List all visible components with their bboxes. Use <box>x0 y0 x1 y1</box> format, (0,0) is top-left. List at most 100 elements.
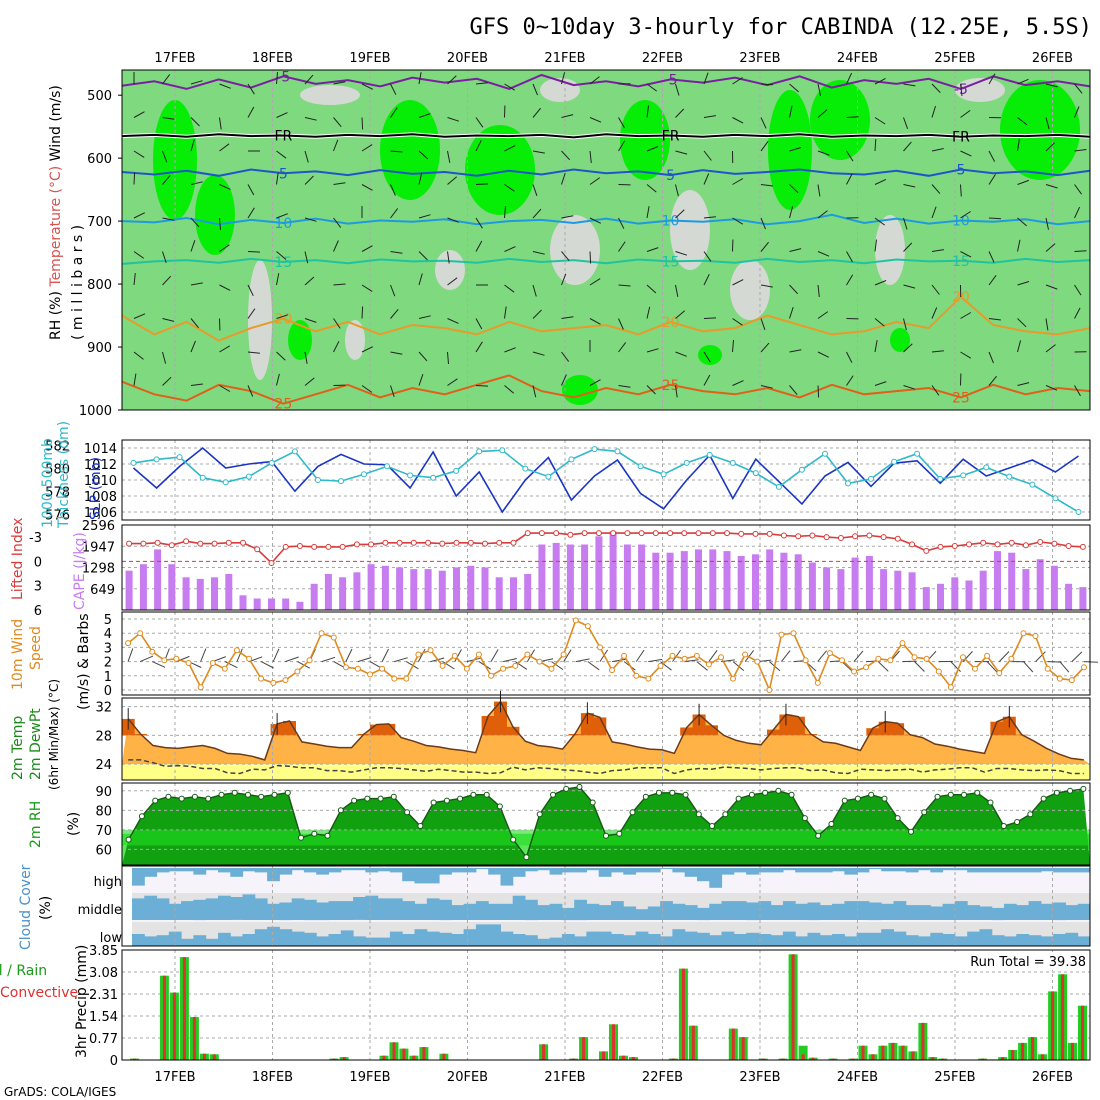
thickness-tick-label: 578 <box>45 485 70 500</box>
wind-barb <box>276 251 287 260</box>
thickness-point <box>1075 509 1082 515</box>
wind-barb <box>675 83 680 96</box>
wind-speed-point <box>451 652 458 659</box>
lifted-index-point <box>1079 543 1086 550</box>
cape-tick-label: 1947 <box>82 540 115 555</box>
cape-bar <box>823 567 831 610</box>
wind-speed-point <box>1032 633 1039 639</box>
wind-barb-10m <box>1035 651 1046 662</box>
wind-speed-point <box>923 655 930 662</box>
wind-speed-point <box>500 665 507 672</box>
wind-barb <box>760 184 773 187</box>
wind-barb <box>133 273 136 286</box>
cloud-middle-bar <box>316 902 329 921</box>
precip-legend-total: Total / Rain <box>0 963 47 979</box>
wind-barb <box>817 150 830 156</box>
cape-bar <box>780 552 788 610</box>
thickness-point <box>291 448 298 455</box>
wind-barb <box>561 150 571 161</box>
wind-barb <box>646 284 657 294</box>
lifted-index-point <box>937 543 944 550</box>
cape-bar <box>467 565 475 610</box>
temperature-hot-segment <box>481 716 495 736</box>
wind-barb <box>988 73 996 85</box>
lifted-index-point <box>126 540 133 547</box>
wind-barb <box>675 209 685 219</box>
wind-barb <box>304 377 315 386</box>
thickness-point <box>176 454 183 461</box>
isotherm-label: -5 <box>276 69 290 85</box>
wind-speed-point <box>403 675 410 682</box>
lifted-index-point <box>1051 540 1058 547</box>
wind-barb <box>675 351 687 357</box>
cloud-middle-bar <box>291 898 305 920</box>
cape-bar <box>538 544 546 610</box>
wind-barb <box>190 139 195 152</box>
axis-title-part: RH (%) <box>48 291 64 340</box>
cloud-middle-bar <box>905 905 919 920</box>
cape-axis-title: CAPE (J/kg) <box>72 532 88 610</box>
wind-barb <box>532 385 537 398</box>
thickness-point <box>637 463 644 470</box>
wind-barb <box>532 184 538 196</box>
wind-speed-point <box>270 679 277 686</box>
rh2m-point <box>510 836 517 843</box>
cloud-low-bar <box>586 931 600 946</box>
isotherm-15 <box>121 257 1091 265</box>
wind-barb <box>304 251 309 264</box>
cloud-middle-bar <box>537 905 551 920</box>
cape-bar <box>495 577 503 610</box>
wind-barb <box>618 284 631 287</box>
wind-barb <box>390 284 396 297</box>
wind-barb <box>618 385 631 388</box>
cloud-high-bar <box>451 868 465 873</box>
cloud-high-bar <box>439 868 452 875</box>
lifted-index-point <box>909 541 916 548</box>
wind-speed-point <box>427 647 434 654</box>
wind-barb-10m <box>454 649 462 662</box>
cape-bar <box>623 544 631 610</box>
cloud-middle-bar <box>684 905 698 920</box>
isotherm-label: 10 <box>274 216 292 232</box>
cloud-high-bar <box>832 868 845 872</box>
lifted-index-point <box>980 539 987 546</box>
precip-convective-bar <box>1071 1042 1074 1060</box>
thickness-point <box>822 450 828 457</box>
cape-bar <box>894 570 902 610</box>
cape-bar <box>851 557 859 610</box>
wind-barb <box>247 207 255 219</box>
wind-barb <box>931 385 940 396</box>
wind-barb <box>1017 281 1030 286</box>
wind-barb <box>846 375 854 386</box>
wind-barb <box>504 347 516 353</box>
cloud-middle-bar <box>647 906 661 920</box>
rh2m-point <box>191 793 198 800</box>
precip-convective-bar <box>671 1058 675 1060</box>
cloud-high-bar <box>377 868 391 872</box>
isotherm-label: 20 <box>662 315 680 331</box>
wind-barb <box>1045 142 1055 152</box>
cape-bar <box>1036 559 1044 610</box>
cloud-high-bar <box>168 868 182 872</box>
wind-speed-point <box>415 651 422 658</box>
cloud-low-bar <box>881 929 894 946</box>
wind-barb <box>418 172 423 185</box>
wind-barb <box>960 251 972 258</box>
lifted-index-point <box>211 540 218 547</box>
run-total-bg <box>944 952 1088 970</box>
rh2m-point <box>218 791 225 798</box>
rh-patch <box>465 125 535 215</box>
wind-barb <box>247 251 261 253</box>
wind-barb <box>931 284 940 295</box>
rh2m-point <box>390 793 397 800</box>
thickness-point <box>314 477 321 483</box>
cloud-low-bar <box>967 931 980 946</box>
cloud-high-bar <box>623 868 637 875</box>
precip-convective-bar <box>761 1058 765 1060</box>
wind-barb <box>931 83 941 93</box>
wind-barb <box>817 284 820 297</box>
wind-barb <box>304 175 314 185</box>
isotherm-label: 25 <box>274 397 292 413</box>
wind-barb-10m <box>127 648 134 662</box>
wind-barb <box>333 117 342 128</box>
